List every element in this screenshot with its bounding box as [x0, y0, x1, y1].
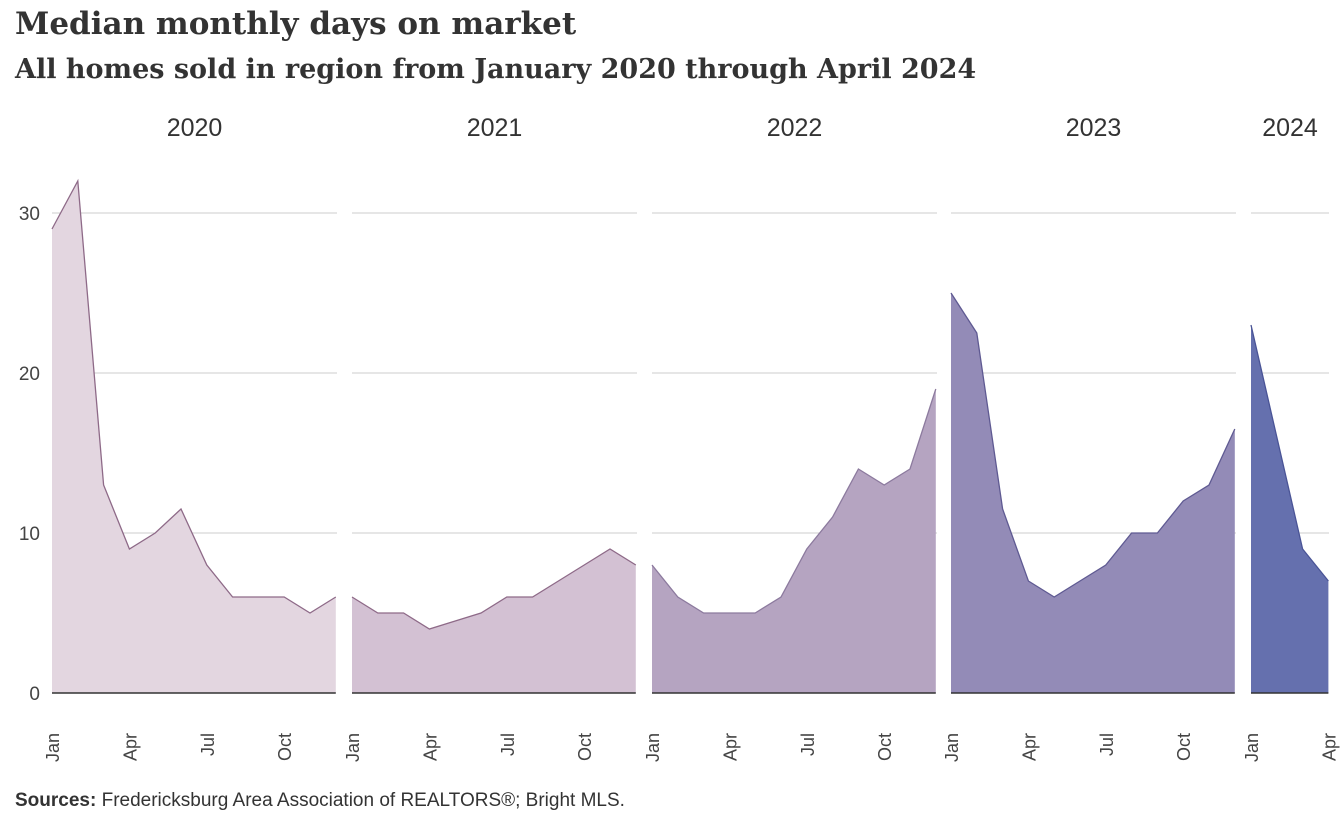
x-tick-label: Apr	[1319, 733, 1339, 761]
y-tick-label: 30	[19, 204, 40, 225]
line-2023	[950, 292, 1236, 598]
x-tick-label: Oct	[875, 733, 895, 761]
y-tick-label: 10	[19, 524, 40, 545]
chart: 0 10 20 30 2020 Jan Apr Jul Oct 2021 Jan Apr Jul Oct 2…	[19, 114, 1340, 762]
x-tick-label: Jan	[343, 733, 363, 762]
x-tick-label: Oct	[575, 733, 595, 761]
x-tick-label: Jul	[498, 733, 518, 756]
y-tick-label: 20	[19, 364, 40, 385]
grid-layer	[52, 212, 1329, 534]
chart-subtitle: All homes sold in region from January 20…	[15, 54, 977, 85]
x-tick-label: Oct	[275, 733, 295, 761]
x-tick-label: Jan	[43, 733, 63, 762]
x-tick-label: Jul	[198, 733, 218, 756]
line-2021	[351, 548, 637, 630]
x-tick-label: Jul	[798, 733, 818, 756]
y-tick-label: 0	[29, 684, 40, 705]
source-note: Sources: Fredericksburg Area Association…	[15, 790, 625, 812]
line-2020	[51, 178, 337, 614]
x-tick-label: Jan	[643, 733, 663, 762]
chart-title: Median monthly days on market	[15, 6, 577, 42]
area-2021	[352, 549, 636, 693]
source-label: Sources:	[15, 790, 97, 811]
x-tick-label: Apr	[1019, 733, 1039, 761]
area-2024	[1251, 325, 1329, 693]
panel-label-2020: 2020	[167, 114, 223, 142]
source-text: Fredericksburg Area Association of REALT…	[96, 790, 625, 811]
panel-label-2024: 2024	[1262, 114, 1318, 142]
label-layer: 0 10 20 30 2020 Jan Apr Jul Oct 2021 Jan Apr Jul Oct 2…	[19, 114, 1340, 762]
area-layer	[51, 178, 1329, 693]
area-2022	[652, 389, 936, 693]
line-2024	[1250, 324, 1329, 582]
x-tick-label: Apr	[420, 733, 440, 761]
x-tick-label: Apr	[720, 733, 740, 761]
x-tick-label: Oct	[1174, 733, 1194, 761]
x-tick-label: Jan	[942, 733, 962, 762]
panel-label-2023: 2023	[1066, 114, 1122, 142]
panel-label-2022: 2022	[767, 114, 823, 142]
line-2022	[651, 388, 937, 614]
area-2020	[52, 181, 336, 693]
area-2023	[951, 293, 1235, 693]
x-tick-label: Apr	[120, 733, 140, 761]
panel-label-2021: 2021	[467, 114, 523, 142]
x-tick-label: Jan	[1242, 733, 1262, 762]
x-tick-label: Jul	[1097, 733, 1117, 756]
